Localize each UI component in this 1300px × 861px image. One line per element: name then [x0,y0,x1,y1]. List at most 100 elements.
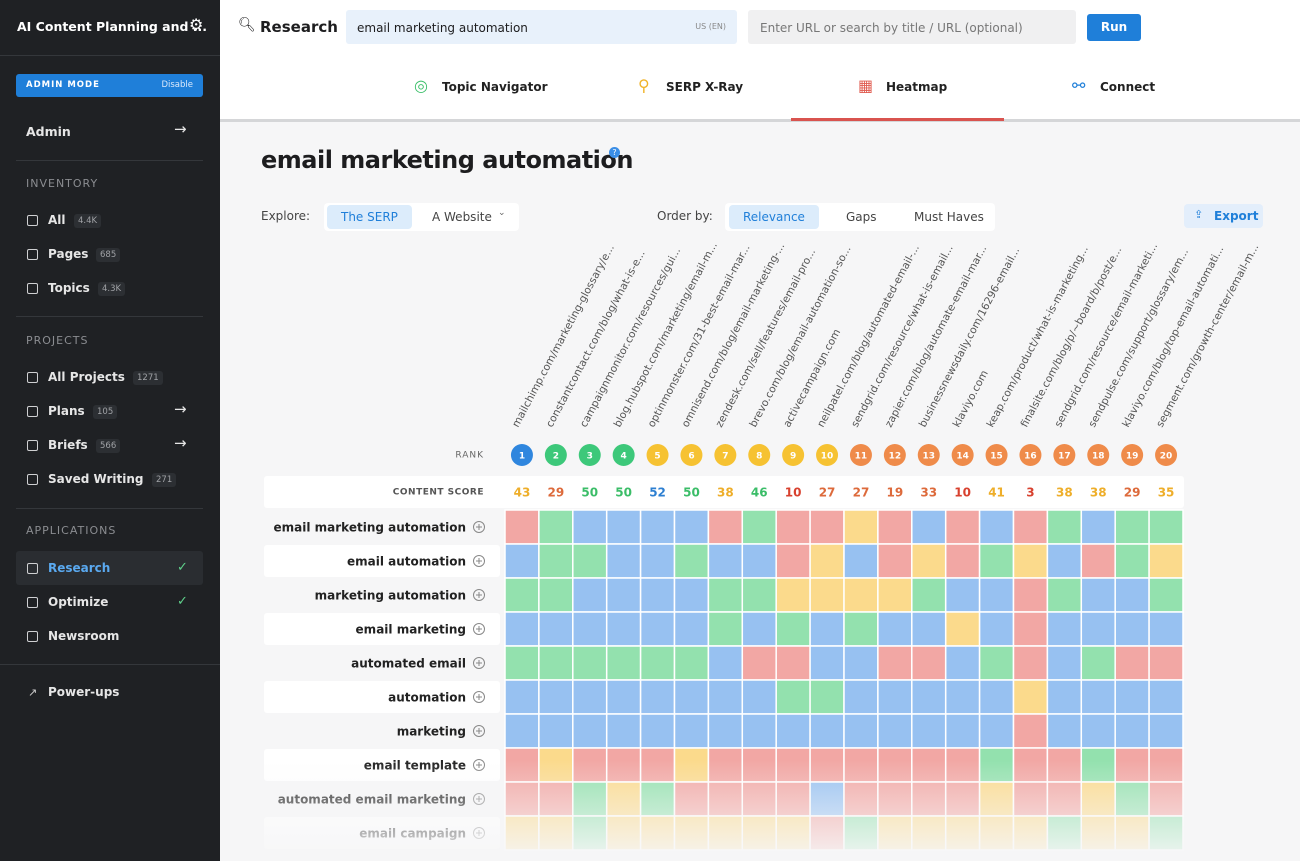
export-icon: ⇪ [1194,208,1204,221]
section-heading: APPLICATIONS [26,524,117,537]
heatmap-cell [809,611,845,647]
order-option[interactable]: Gaps [846,210,877,224]
query-input[interactable]: email marketing automation US (EN) [346,10,737,44]
heatmap-cell [673,713,710,749]
heatmap-cell [504,509,540,545]
run-button[interactable]: Run [1087,14,1141,41]
tab-icon: ▦ [858,76,874,95]
heatmap-cell [504,713,540,749]
heatmap-cell [504,543,540,579]
divider [0,55,220,56]
tab-icon: ◎ [414,76,428,95]
count-badge: 271 [152,473,177,487]
heatmap-cell [978,509,1015,545]
heatmap-cell [978,577,1015,613]
rank-badge [1053,444,1076,466]
heatmap-cell [911,509,947,545]
nav-icon [27,406,38,417]
heatmap-cell [639,713,676,749]
heatmap-cell [1046,713,1083,749]
nav-item[interactable]: Optimize [48,595,109,609]
admin-mode-label: ADMIN MODE [26,80,100,90]
url-input[interactable]: Enter URL or search by title / URL (opti… [748,10,1076,44]
nav-item[interactable]: Saved Writing [48,472,144,486]
score-label: CONTENT SCORE [393,488,484,498]
add-icon[interactable] [473,555,485,567]
help-icon[interactable]: ? [609,147,620,158]
tab-icon: ⚯ [1072,76,1086,95]
export-button[interactable]: Export [1184,204,1263,228]
row-label: email marketing automation [274,521,466,535]
explore-option[interactable]: The SERP [327,205,412,229]
divider [16,508,203,509]
nav-item[interactable]: Briefs [48,438,88,452]
tab[interactable]: Topic Navigator [442,80,548,94]
plus [476,694,482,700]
add-icon[interactable] [473,691,485,703]
rank-label: RANK [455,451,484,461]
heatmap-cell [911,713,947,749]
tab[interactable]: SERP X-Ray [666,80,744,94]
nav-item[interactable]: Plans [48,404,85,418]
nav-item[interactable]: All Projects [48,370,125,384]
divider [0,664,220,665]
nav-item[interactable]: Research [48,561,111,575]
heatmap-cell [775,611,811,647]
heatmap-cell [1148,713,1184,749]
content-score: 43 [514,486,531,500]
section-heading: INVENTORY [26,177,99,190]
add-icon[interactable] [473,589,485,601]
nav-item[interactable]: Topics [48,281,90,295]
heatmap-cell [605,543,642,579]
rank-badge [985,444,1008,466]
settings-icon[interactable]: ⚙ [189,15,204,34]
rank: 15 [990,452,1003,462]
heatmap-cell [1046,509,1083,545]
heatmap-cell [877,577,913,613]
add-icon[interactable] [473,725,485,737]
tab[interactable]: Heatmap [886,80,948,94]
heatmap-cell [1114,713,1150,749]
url-placeholder: Enter URL or search by title / URL (opti… [760,21,1023,35]
nav-item[interactable]: All [48,213,66,227]
heatmap-cell [673,679,710,715]
heatmap-cell [775,645,811,681]
content-score: 50 [581,486,598,500]
nav-item[interactable]: Pages [48,247,89,261]
nav-item[interactable]: Newsroom [48,629,120,643]
arrow-icon: → [174,400,187,418]
rank-badge [714,444,737,466]
add-icon[interactable] [473,521,485,533]
heatmap-cell [1012,645,1049,681]
admin-link[interactable]: Admin [26,124,71,139]
add-icon[interactable] [473,623,485,635]
heatmap-cell [504,645,540,681]
content-score: 46 [751,486,768,500]
heatmap-cell [639,679,676,715]
heatmap-cell [911,543,947,579]
heatmap-cell [1012,611,1049,647]
rank: 10 [821,452,834,462]
admin-mode-bar[interactable]: ADMIN MODE Disable [16,74,203,97]
heatmap-cell [673,509,710,545]
order-option[interactable]: Relevance [729,205,819,229]
content-score: 19 [886,486,903,500]
add-icon[interactable] [473,657,485,669]
explore-option[interactable]: A Website [432,210,492,224]
rank-badge [1019,444,1042,466]
section-heading: PROJECTS [26,334,89,347]
heatmap-cell [741,679,777,715]
order-option[interactable]: Must Haves [914,210,984,224]
nav-icon [27,215,38,226]
content-score: 29 [1124,486,1141,500]
disable-button[interactable]: Disable [161,80,193,90]
heatmap-cell [605,713,642,749]
locale[interactable]: US (EN) [695,22,726,31]
tab[interactable]: Connect [1100,80,1156,94]
power-ups-link[interactable]: Power-ups [48,685,120,699]
rank-badge [680,444,703,466]
section-title: Research [260,18,338,36]
heatmap-cell [1114,645,1150,681]
heatmap-cell [978,679,1015,715]
heatmap-cell [707,577,744,613]
